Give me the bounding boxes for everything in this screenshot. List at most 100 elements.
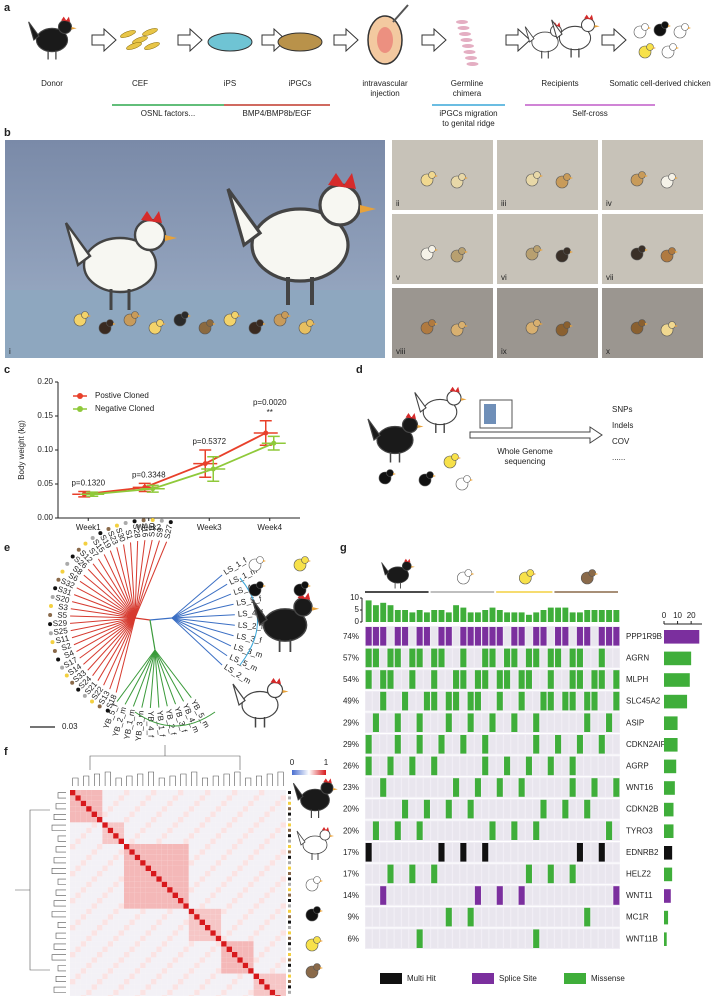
heat-cell (188, 887, 195, 893)
heat-cell (172, 811, 178, 817)
heat-cell (183, 881, 189, 888)
mutation-cell (518, 756, 525, 776)
heat-cell (113, 876, 119, 882)
heat-cell (102, 914, 108, 920)
point (271, 440, 277, 446)
heat-cell (178, 952, 184, 958)
heat-cell (178, 887, 184, 893)
body (82, 236, 158, 294)
heat-cell (259, 806, 265, 812)
heat-cell (134, 935, 141, 942)
heat-cell (215, 952, 222, 958)
head (320, 781, 334, 795)
mutation-cell (438, 799, 445, 819)
mutation-cell (365, 756, 372, 776)
panel-label: b (4, 127, 11, 139)
mutation-cell (540, 907, 547, 927)
heat-cell (172, 881, 178, 888)
heat-cell (221, 908, 227, 915)
mutation-cell (482, 799, 489, 819)
heat-cell (226, 989, 232, 996)
chick-head (681, 23, 689, 31)
heat-cell (167, 817, 173, 823)
heat-cell (156, 914, 162, 920)
beak (458, 457, 461, 459)
heat-cell (232, 790, 238, 796)
mutation-cell (423, 907, 430, 927)
heat-cell (188, 957, 195, 963)
sample-bar (525, 614, 532, 622)
heat-cell (280, 871, 286, 877)
heat-cell (237, 806, 243, 812)
mutation-cell (380, 648, 387, 668)
heat-cell (86, 914, 92, 920)
heat-cell (167, 925, 173, 931)
heat-cell (86, 973, 92, 979)
heat-cell (264, 930, 270, 936)
mutation-cell (489, 929, 496, 948)
heat-cell (183, 887, 189, 893)
mutation-cell (372, 648, 379, 668)
heat-cell (134, 914, 141, 920)
heat-cell (269, 811, 276, 817)
heat-cell (253, 903, 259, 909)
heat-cell (237, 914, 243, 920)
sample-bar (576, 612, 583, 622)
heat-cell (178, 935, 184, 942)
beak (688, 27, 691, 29)
heat-cell (280, 881, 286, 888)
heat-cell (140, 800, 146, 807)
heat-cell (134, 903, 141, 909)
heat-cell (97, 876, 103, 882)
heat-cell (124, 849, 130, 855)
heat-cell (151, 919, 157, 925)
heat-cell (129, 849, 135, 855)
cef-cell (144, 42, 160, 50)
gene-label: ASIP (626, 718, 644, 727)
heat-cell (172, 919, 178, 925)
heat-cell (205, 860, 211, 866)
sample-dot (123, 521, 128, 526)
tree-branch (73, 617, 136, 646)
mutation-cell (606, 843, 613, 862)
heat-cell (129, 876, 135, 882)
heat-cell (124, 898, 130, 904)
mutation-cell (402, 929, 409, 948)
mutation-cell (555, 648, 562, 668)
sample-bar (387, 605, 394, 622)
group-bracket (239, 577, 258, 666)
mutation-cell (474, 843, 481, 862)
mutation-cell (591, 929, 598, 948)
gene-count-bar (664, 824, 674, 838)
tree-branch (70, 608, 136, 619)
heat-cell (118, 795, 124, 801)
mutation-cell (365, 713, 372, 732)
heat-cell (156, 790, 162, 796)
mutation-cell (613, 843, 620, 862)
heat-cell (129, 838, 135, 844)
mutation-cell (438, 907, 445, 927)
heat-cell (140, 811, 146, 817)
sample-bar (431, 610, 438, 622)
heat-cell (161, 822, 168, 828)
step-label: Germline (451, 79, 484, 88)
heat-cell (145, 854, 151, 861)
heat-cell (145, 795, 151, 801)
heat-cell (172, 973, 178, 979)
mutation-cell (482, 843, 489, 862)
heat-cell (178, 968, 184, 974)
heat-cell (134, 849, 141, 855)
mutation-cell (445, 735, 452, 754)
heat-cell (102, 838, 108, 844)
mutation-cell (474, 713, 481, 732)
heat-cell (237, 838, 243, 844)
percent-label: 57% (343, 654, 359, 663)
sample-dot (48, 603, 53, 608)
gene-label: MC1R (626, 913, 649, 922)
mutation-cell (438, 713, 445, 732)
heat-cell (199, 925, 205, 931)
heat-cell (140, 957, 146, 963)
heat-cell (161, 941, 168, 947)
mutation-cell (380, 821, 387, 840)
heat-cell (194, 827, 200, 834)
